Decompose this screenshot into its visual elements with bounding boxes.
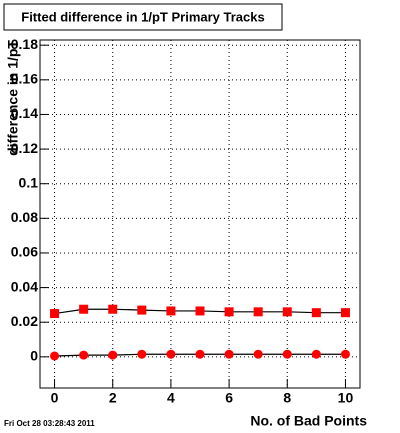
footer-date: Fri Oct 28 03:28:43 2011 — [4, 419, 95, 428]
marker — [166, 306, 176, 316]
y-tick-label: 0.1 — [19, 174, 39, 190]
marker — [108, 304, 118, 314]
marker — [340, 349, 350, 359]
y-tick-label: 0.16 — [11, 71, 38, 87]
marker — [137, 305, 147, 315]
y-tick-label: 0.02 — [11, 313, 38, 329]
marker — [253, 349, 263, 359]
marker — [137, 349, 147, 359]
x-tick-label: 4 — [167, 390, 175, 406]
marker — [311, 308, 321, 318]
marker — [224, 349, 234, 359]
y-tick-label: 0 — [30, 348, 38, 364]
marker — [195, 306, 205, 316]
x-axis-label: No. of Bad Points — [250, 413, 367, 429]
y-tick-label: 0.06 — [11, 244, 38, 260]
y-tick-label: 0.18 — [11, 36, 38, 52]
y-axis-label: difference in 1/pT — [5, 40, 21, 156]
marker — [340, 308, 350, 318]
marker — [50, 351, 60, 361]
x-tick-label: 2 — [109, 390, 117, 406]
marker — [166, 349, 176, 359]
marker — [50, 309, 60, 319]
x-tick-label: 8 — [283, 390, 291, 406]
y-tick-label: 0.08 — [11, 209, 38, 225]
marker — [311, 349, 321, 359]
x-tick-label: 0 — [51, 390, 59, 406]
marker — [253, 307, 263, 317]
marker — [195, 349, 205, 359]
marker — [282, 349, 292, 359]
plot-frame — [39, 39, 361, 389]
x-tick-label: 10 — [338, 390, 354, 406]
y-tick-label: 0.12 — [11, 140, 38, 156]
marker — [224, 307, 234, 317]
marker — [282, 307, 292, 317]
marker — [108, 350, 118, 360]
marker — [79, 350, 89, 360]
y-tick-label: 0.04 — [11, 278, 38, 294]
chart-title: Fitted difference in 1/pT Primary Tracks — [21, 9, 264, 24]
marker — [79, 304, 89, 314]
y-tick-label: 0.14 — [11, 105, 38, 121]
title-box — [3, 3, 283, 31]
x-tick-label: 6 — [225, 390, 233, 406]
